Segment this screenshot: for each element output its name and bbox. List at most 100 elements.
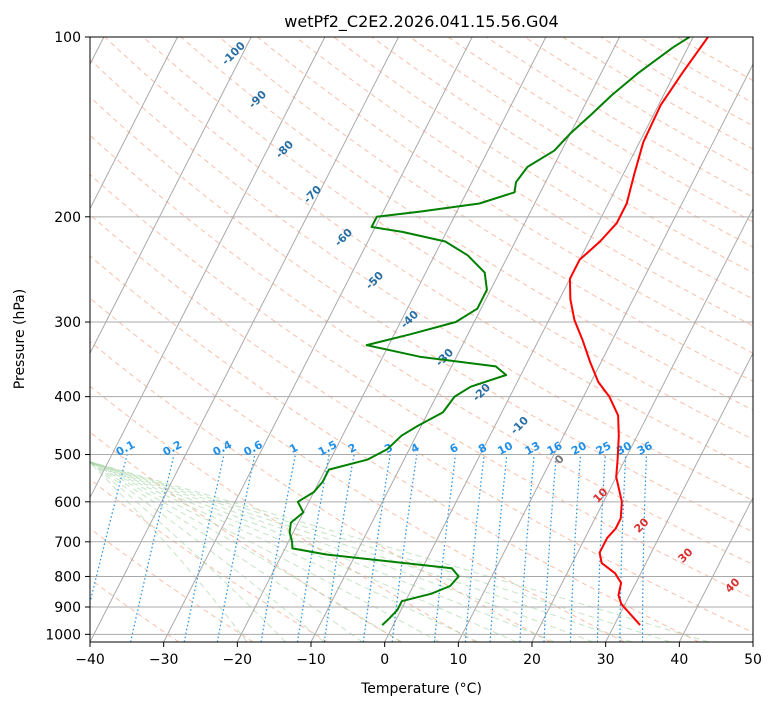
x-tick-label: 0	[380, 652, 389, 668]
dry-adiabat-label: -70	[301, 183, 324, 206]
isotherm	[605, 352, 753, 642]
moist-adiabat	[90, 461, 671, 642]
dry-adiabat-label: -30	[433, 346, 456, 369]
mixing-ratio-line	[323, 454, 355, 642]
mixing-ratio-line	[569, 454, 582, 642]
dry-adiabat	[486, 37, 753, 198]
y-tick-label: 200	[54, 210, 81, 226]
moist-adiabat	[90, 461, 517, 642]
temperature-line	[568, 37, 709, 626]
mixing-ratio-line	[519, 454, 535, 642]
dry-adiabat	[90, 214, 753, 633]
pressure-gridlines	[90, 37, 753, 635]
mixing-ratio-label: 13	[523, 439, 543, 458]
moist-adiabat	[90, 461, 594, 642]
dry-adiabat-label: 20	[632, 515, 652, 535]
mixing-ratio-line	[596, 454, 606, 642]
dry-adiabat-label: 30	[676, 545, 696, 565]
mixing-ratio-line	[183, 454, 225, 642]
dry-adiabat-label: -40	[398, 308, 421, 331]
dry-adiabat-label: -50	[363, 269, 386, 292]
mixing-ratio-line	[641, 454, 648, 642]
mixing-ratio-label: 6	[448, 441, 461, 456]
mixing-ratio-line	[216, 454, 256, 642]
mixing-ratio-label: 16	[545, 439, 565, 458]
moist-adiabat	[90, 461, 440, 642]
isotherm	[752, 640, 753, 642]
mixing-ratio-label: 20	[569, 439, 589, 458]
chart-title: wetPf2_C2E2.2026.041.15.56.G04	[284, 12, 558, 32]
y-tick-label: 500	[54, 448, 81, 464]
y-tick-label: 100	[54, 30, 81, 46]
mixing-ratio-line	[130, 454, 175, 642]
mixing-ratio-label: 0.2	[161, 438, 184, 459]
x-tick-label: 20	[523, 652, 541, 668]
moist-adiabat	[90, 461, 479, 642]
dry-adiabat-label: 40	[723, 575, 743, 595]
y-tick-label: 400	[54, 390, 81, 406]
dry-adiabat	[562, 37, 753, 150]
dry-adiabat-label: -10	[508, 414, 531, 437]
x-axis-ticks: −40 −30 −20 −10 0 10 20 30 40 50	[75, 642, 762, 668]
x-tick-label: −20	[223, 652, 253, 668]
y-axis-ticks: 100 200 300 400 500 600 700 800 900 1000	[45, 30, 90, 643]
dry-adiabat	[90, 578, 180, 642]
moist-adiabat	[90, 461, 709, 642]
dry-adiabat	[333, 37, 753, 300]
moist-adiabat	[90, 461, 325, 642]
mixing-ratio-label: 25	[594, 439, 614, 458]
isotherm	[90, 37, 178, 210]
mixing-ratio-line	[489, 454, 508, 642]
dry-adiabat	[180, 37, 753, 411]
dry-adiabat-label: -60	[332, 226, 355, 249]
mixing-ratio-line	[296, 454, 330, 642]
isotherm	[531, 207, 753, 642]
isotherm	[310, 37, 620, 642]
mixing-ratio-label: 36	[635, 439, 655, 458]
mixing-ratio-label: 2	[346, 441, 359, 456]
dry-adiabat-label: -80	[273, 138, 296, 161]
x-tick-label: 10	[449, 652, 467, 668]
x-tick-label: 30	[597, 652, 615, 668]
x-tick-label: −10	[296, 652, 326, 668]
mixing-ratio-label: 0.4	[211, 438, 235, 459]
dry-adiabat	[90, 340, 551, 642]
dry-adiabat	[90, 527, 254, 642]
mixing-ratio-label: 1	[287, 441, 300, 456]
dry-adiabat	[90, 134, 753, 566]
isotherm	[90, 37, 252, 355]
background-lines	[90, 37, 753, 642]
moist-adiabat	[90, 461, 363, 642]
y-tick-label: 700	[54, 535, 81, 551]
y-axis-label: Pressure (hPa)	[12, 289, 28, 389]
dry-adiabat	[257, 37, 753, 354]
x-tick-label: −30	[149, 652, 179, 668]
dry-adiabat-label: -100	[219, 39, 248, 68]
dry-adiabat	[90, 431, 402, 642]
mixing-ratio-line	[433, 454, 457, 642]
mixing-ratio-label: 0.6	[242, 438, 266, 459]
dry-adiabat	[90, 385, 477, 642]
x-tick-label: 50	[744, 652, 762, 668]
x-tick-label: 40	[670, 652, 688, 668]
y-tick-label: 600	[54, 495, 81, 511]
isotherm	[90, 37, 326, 499]
isotherm	[678, 496, 753, 642]
moist-adiabat	[90, 461, 286, 642]
moist-adiabat	[90, 461, 632, 642]
moist-adiabat	[90, 461, 402, 642]
dry-adiabat	[90, 255, 700, 642]
mixing-ratio-line	[619, 454, 627, 642]
isotherm	[457, 63, 753, 642]
mixing-ratio-label: 10	[495, 439, 515, 458]
dry-adiabat-label: 10	[591, 485, 611, 505]
moist-adiabat	[90, 461, 555, 642]
x-tick-label: −40	[75, 652, 105, 668]
y-tick-label: 300	[54, 315, 81, 331]
moist-adiabat	[90, 461, 248, 642]
mixing-ratio-line	[362, 454, 391, 642]
dry-adiabat	[90, 297, 625, 642]
dry-adiabat-label: -20	[470, 381, 493, 404]
dry-adiabat	[90, 58, 753, 501]
